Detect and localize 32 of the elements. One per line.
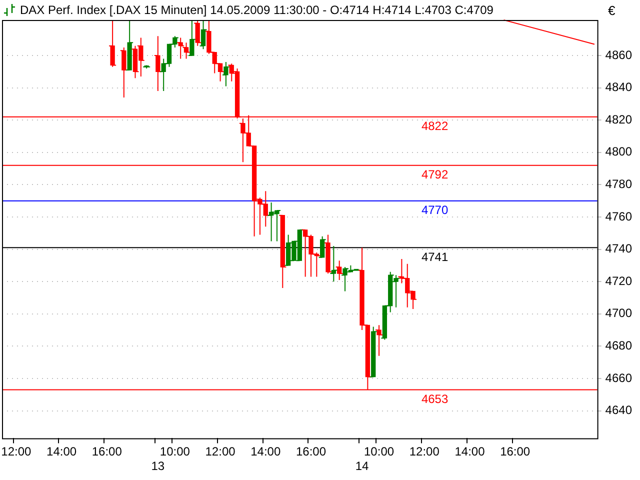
y-tick-label: 4720 xyxy=(605,274,632,288)
ref-line-label: 4822 xyxy=(421,119,448,134)
ref-line-label: 4741 xyxy=(421,250,448,264)
y-tick-label: 4780 xyxy=(605,177,632,192)
y-tick-label: 4760 xyxy=(605,209,632,224)
y-tick-label: 4840 xyxy=(605,80,632,94)
ref-line-label: 4770 xyxy=(421,203,448,218)
ref-line-label: 4792 xyxy=(421,168,448,182)
y-tick-label: 4820 xyxy=(605,112,632,126)
x-tick-label: 14:00 xyxy=(454,444,486,459)
x-tick-label: 12:00 xyxy=(205,444,236,459)
x-tick-label: 16:00 xyxy=(296,444,326,459)
y-tick-label: 4740 xyxy=(605,242,632,256)
x-tick-label: 16:00 xyxy=(500,444,530,459)
x-tick-label: 14 xyxy=(355,459,370,474)
x-tick-label: 16:00 xyxy=(92,444,122,459)
y-tick-label: 4680 xyxy=(605,338,632,352)
y-axis-title: € xyxy=(608,3,616,18)
x-tick-label: 14:00 xyxy=(46,444,77,459)
x-tick-label: 12:00 xyxy=(1,444,32,459)
y-tick-label: 4640 xyxy=(605,403,632,418)
x-tick-label: 10:00 xyxy=(364,444,394,459)
x-tick-label: 13 xyxy=(151,459,165,474)
x-tick-label: 10:00 xyxy=(160,444,190,459)
x-tick-label: 12:00 xyxy=(409,444,440,459)
y-tick-label: 4700 xyxy=(605,306,632,320)
x-tick-label: 14:00 xyxy=(250,444,281,459)
y-tick-label: 4860 xyxy=(605,48,632,62)
y-tick-label: 4800 xyxy=(605,144,632,159)
chart-title: DAX Perf. Index [.DAX 15 Minuten] 14.05.2009 11:30:00 - O:4714 H:4714 L:4703 C:4709 xyxy=(20,3,494,17)
ref-line-label: 4653 xyxy=(421,392,448,406)
y-tick-label: 4660 xyxy=(605,370,632,385)
